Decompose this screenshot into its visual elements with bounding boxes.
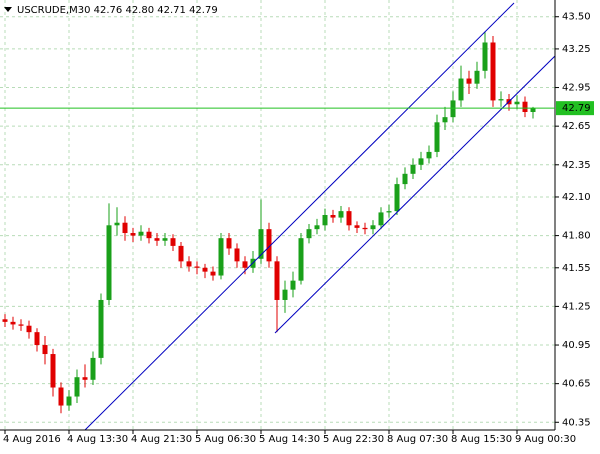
y-tick-label: 42.65: [562, 121, 591, 132]
y-tick-label: 43.50: [562, 12, 591, 23]
candle-body: [482, 42, 488, 71]
candle-body: [58, 387, 64, 406]
candle-body: [498, 99, 504, 101]
y-tick-label: 41.80: [562, 231, 591, 242]
candle-body: [282, 289, 288, 300]
y-tick-label: 40.95: [562, 340, 591, 351]
candle-body: [314, 225, 320, 230]
candle-body: [74, 377, 80, 397]
candle-body: [378, 212, 384, 226]
candle-body: [162, 238, 168, 241]
y-tick-label: 43.25: [562, 44, 591, 55]
candle-body: [138, 231, 144, 236]
candle-body: [434, 122, 440, 152]
candle-body: [242, 261, 248, 268]
candle-body: [178, 245, 184, 262]
candle-body: [226, 238, 232, 249]
candle-body: [466, 78, 472, 84]
candle-body: [202, 267, 208, 272]
candle-body: [258, 229, 264, 259]
candle-body: [266, 229, 272, 262]
candle-body: [186, 261, 192, 267]
x-tick-label: 9 Aug 00:30: [515, 434, 576, 445]
candle-body: [450, 100, 456, 118]
candle-body: [50, 354, 56, 388]
candle-body: [2, 319, 8, 322]
y-tick-label: 42.95: [562, 83, 591, 94]
candle-body: [290, 280, 296, 290]
candle-body: [26, 325, 32, 333]
candle-body: [218, 238, 224, 276]
candle-body: [418, 158, 424, 165]
x-tick-label: 5 Aug 22:30: [323, 434, 384, 445]
candle-body: [34, 332, 40, 346]
candle-body: [442, 117, 448, 123]
candle-body: [362, 227, 368, 230]
candle-body: [130, 233, 136, 236]
candle-body: [330, 215, 336, 218]
candle-body: [386, 211, 392, 213]
candle-body: [210, 271, 216, 276]
x-tick-label: 8 Aug 07:30: [387, 434, 448, 445]
y-tick-label: 41.55: [562, 263, 591, 274]
y-tick-label: 42.35: [562, 160, 591, 171]
candle-body: [10, 321, 16, 325]
chart-title: USCRUDE,M30 42.76 42.80 42.71 42.79: [17, 5, 218, 16]
candle-body: [474, 70, 480, 84]
candle-body: [106, 225, 112, 300]
candle-body: [346, 211, 352, 226]
candle-body: [42, 345, 48, 355]
candle-body: [514, 101, 520, 105]
candle-body: [490, 42, 496, 101]
candle-body: [234, 248, 240, 262]
candle-body: [298, 238, 304, 281]
last-price-box: [556, 101, 594, 116]
x-tick-label: 5 Aug 06:30: [195, 434, 256, 445]
y-tick-label: 40.35: [562, 417, 591, 428]
last-price-label: 42.79: [562, 103, 591, 114]
candle-body: [98, 299, 104, 358]
candle-body: [66, 396, 72, 406]
candle-body: [114, 222, 120, 226]
candle-body: [82, 377, 88, 380]
x-tick-label: 4 Aug 13:30: [67, 434, 128, 445]
x-tick-label: 8 Aug 15:30: [451, 434, 512, 445]
candle-body: [122, 222, 128, 234]
x-tick-label: 5 Aug 14:30: [259, 434, 320, 445]
candle-body: [274, 261, 280, 300]
channel-upper: [84, 2, 515, 431]
y-tick-label: 40.65: [562, 379, 591, 390]
candle-body: [458, 78, 464, 101]
candle-body: [522, 101, 528, 113]
candle-body: [154, 238, 160, 241]
candle-body: [306, 229, 312, 239]
candle-body: [18, 324, 24, 326]
candle-body: [90, 357, 96, 380]
candle-body: [338, 211, 344, 218]
channel-lower: [274, 55, 556, 334]
candle-body: [194, 266, 200, 268]
y-tick-label: 41.25: [562, 301, 591, 312]
candle-body: [170, 238, 176, 246]
candle-body: [426, 151, 432, 159]
candle-body: [146, 231, 152, 239]
candle-body: [370, 225, 376, 230]
candles: [2, 32, 536, 414]
candle-body: [410, 164, 416, 174]
candle-body: [354, 225, 360, 228]
candle-body: [530, 108, 536, 113]
y-tick-label: 42.10: [562, 192, 591, 203]
x-tick-label: 4 Aug 21:30: [131, 434, 192, 445]
candle-body: [402, 173, 408, 185]
x-tick-label: 4 Aug 2016: [3, 434, 61, 445]
candle-body: [394, 184, 400, 212]
menu-arrow: [4, 7, 12, 12]
candle-body: [322, 215, 328, 226]
